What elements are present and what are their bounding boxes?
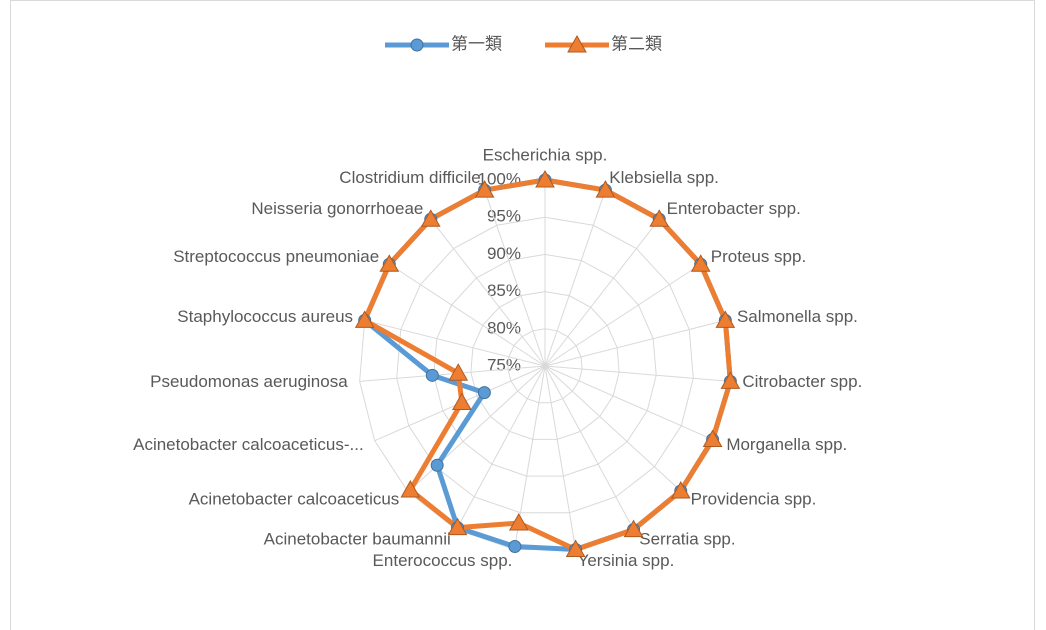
spoke <box>544 218 660 367</box>
category-label: Serratia spp. <box>639 530 735 549</box>
marker <box>448 363 469 381</box>
category-label: Acinetobacter calcoaceticus <box>189 490 400 509</box>
marker <box>670 480 691 499</box>
legend-marker <box>410 38 424 52</box>
marker <box>720 371 741 389</box>
r-tick-label: 85% <box>487 281 521 300</box>
marker <box>508 540 522 554</box>
marker <box>474 180 495 198</box>
grid-ring <box>507 328 583 404</box>
marker <box>623 519 644 538</box>
category-label: Yersinia spp. <box>578 551 675 570</box>
marker <box>508 513 529 531</box>
series-line <box>362 177 733 552</box>
spoke <box>407 365 546 493</box>
marker <box>535 169 555 188</box>
marker <box>420 209 441 227</box>
marker <box>565 539 586 557</box>
marker <box>379 254 400 272</box>
spoke <box>359 365 546 382</box>
category-label: Salmonella spp. <box>737 307 858 326</box>
legend-label: 第二類 <box>611 34 662 53</box>
marker <box>477 386 491 400</box>
chart-border <box>10 0 1035 630</box>
spoke <box>544 319 726 367</box>
legend-marker <box>567 34 587 53</box>
category-label: Neisseria gonorrhoeae <box>251 199 423 218</box>
category-label: Providencia spp. <box>691 490 817 509</box>
category-label: Enterobacter spp. <box>667 199 801 218</box>
marker <box>649 209 670 227</box>
marker <box>425 368 439 382</box>
spoke <box>484 189 546 367</box>
marker <box>354 310 375 328</box>
marker <box>595 180 616 198</box>
category-label: Klebsiella spp. <box>609 168 719 187</box>
category-label: Pseudomonas aeruginosa <box>150 372 348 391</box>
category-label: Citrobacter spp. <box>742 372 862 391</box>
spoke <box>544 365 634 530</box>
grid-ring <box>433 253 657 477</box>
spoke <box>544 365 683 493</box>
spoke <box>544 189 606 367</box>
spoke <box>544 365 577 550</box>
marker <box>400 479 421 498</box>
category-label: Staphylococcus aureus <box>177 307 353 326</box>
marker <box>452 392 472 410</box>
category-label: Acinetobacter baumannii <box>264 530 451 549</box>
grid-ring <box>396 216 694 514</box>
category-label: Escherichia spp. <box>483 145 608 164</box>
category-label: Proteus spp. <box>711 247 806 266</box>
marker <box>715 310 736 328</box>
category-label: Acinetobacter calcoaceticus-... <box>133 435 364 454</box>
legend-label: 第一類 <box>451 34 502 53</box>
grid-ring <box>470 291 620 440</box>
r-tick-label: 95% <box>487 207 521 226</box>
spoke <box>364 319 546 367</box>
category-label: Morganella spp. <box>726 435 847 454</box>
marker <box>690 254 711 272</box>
spoke <box>544 365 716 442</box>
category-label: Streptococcus pneumoniae <box>173 247 379 266</box>
marker <box>447 517 468 536</box>
marker <box>702 429 723 448</box>
marker <box>430 458 444 472</box>
spoke <box>544 365 731 382</box>
spoke <box>544 263 701 367</box>
spoke <box>456 365 546 530</box>
r-tick-label: 80% <box>487 318 521 337</box>
category-label: Clostridium difficile <box>339 168 480 187</box>
category-label: Enterococcus spp. <box>373 551 513 570</box>
r-tick-label: 90% <box>487 244 521 263</box>
spoke <box>389 263 546 367</box>
spoke <box>430 218 546 367</box>
